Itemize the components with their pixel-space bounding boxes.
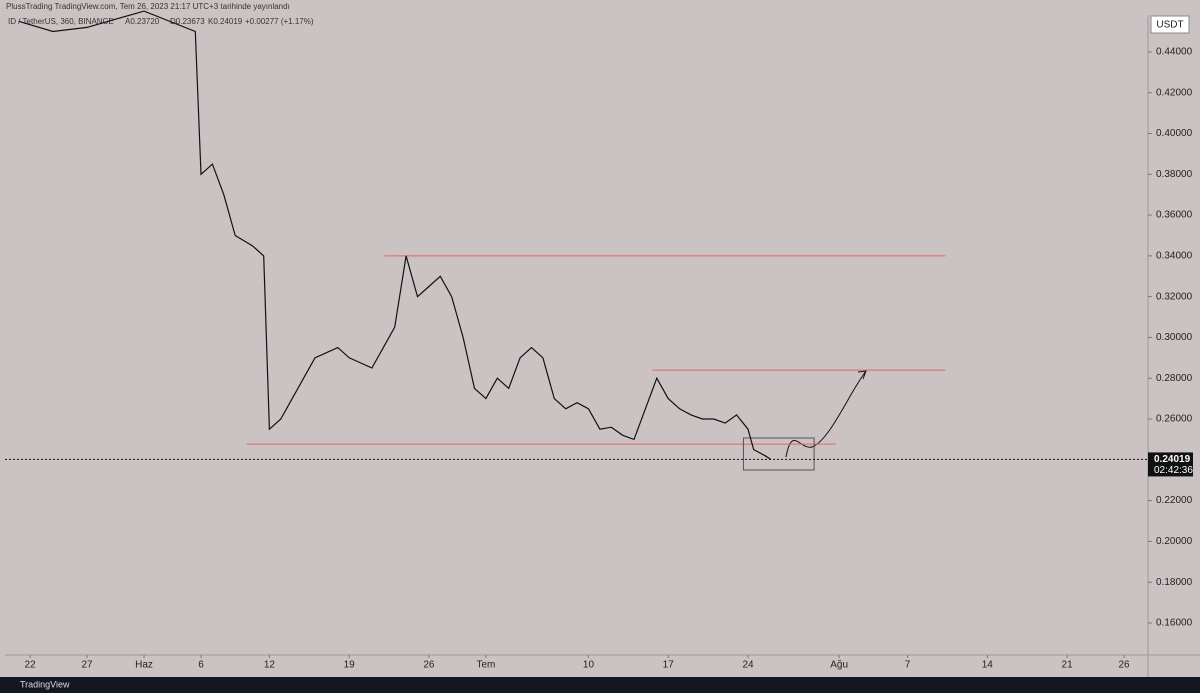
brand: TradingView — [20, 679, 70, 689]
x-tick-label: Tem — [476, 660, 495, 671]
x-tick-label: 19 — [344, 660, 356, 671]
y-tick-label: 0.28000 — [1156, 373, 1193, 384]
x-tick-label: 7 — [905, 660, 911, 671]
y-tick-label: 0.38000 — [1156, 169, 1193, 180]
x-tick-label: 22 — [25, 660, 37, 671]
low: D0.23673 — [170, 17, 205, 26]
y-tick-label: 0.42000 — [1156, 87, 1193, 98]
currency-box[interactable] — [1150, 15, 1190, 34]
x-tick-label: Ağu — [830, 660, 848, 671]
change: +0.00277 (+1.17%) — [245, 17, 314, 26]
y-tick-label: 0.34000 — [1156, 251, 1193, 262]
y-tick-label: 0.30000 — [1156, 332, 1193, 343]
footer-bar — [0, 677, 1200, 693]
range-box — [742, 437, 815, 471]
y-tick-label: 0.20000 — [1156, 536, 1193, 547]
x-tick-label: 24 — [742, 660, 754, 671]
close: K0.24019 — [208, 17, 243, 26]
countdown: 02:42:36 — [1154, 465, 1193, 476]
y-tick-label: 0.32000 — [1156, 291, 1193, 302]
x-tick-label: 17 — [663, 660, 675, 671]
x-tick-label: 6 — [198, 660, 204, 671]
x-tick-label: 12 — [264, 660, 276, 671]
projection-arrow — [785, 370, 867, 458]
open: A0.23720 — [125, 17, 160, 26]
symbol: ID / TetherUS, 360, BINANCE — [8, 17, 114, 26]
y-tick-label: 0.36000 — [1156, 210, 1193, 221]
currency[interactable]: USDT — [1156, 20, 1183, 31]
x-tick-label: 21 — [1062, 660, 1074, 671]
x-tick-label: 26 — [423, 660, 435, 671]
y-tick-label: 0.16000 — [1156, 618, 1193, 629]
y-tick-label: 0.26000 — [1156, 414, 1193, 425]
publisher: PlussTrading TradingView.com, Tem 26, 20… — [6, 2, 290, 11]
y-tick-label: 0.44000 — [1156, 47, 1193, 58]
y-tick-label: 0.40000 — [1156, 128, 1193, 139]
last-price-box — [1148, 452, 1193, 477]
x-tick-label: 14 — [982, 660, 994, 671]
last-price-label: 0.24019 — [1154, 454, 1191, 465]
y-tick-label: 0.22000 — [1156, 495, 1193, 506]
x-tick-label: 27 — [81, 660, 93, 671]
price-line — [18, 10, 772, 460]
x-tick-label: 10 — [583, 660, 595, 671]
x-tick-label: Haz — [135, 660, 153, 671]
x-tick-label: 26 — [1119, 660, 1131, 671]
y-tick-label: 0.18000 — [1156, 577, 1193, 588]
